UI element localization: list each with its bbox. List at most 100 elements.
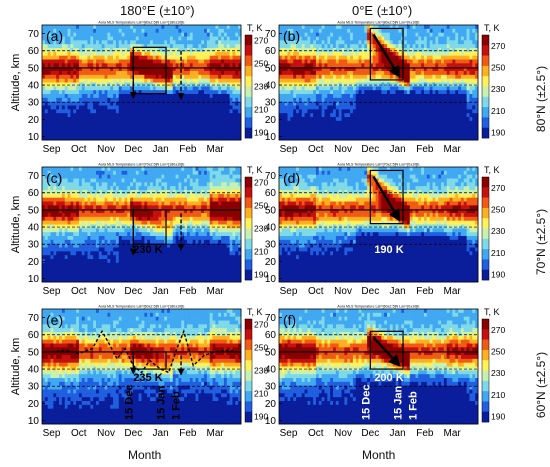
heat-cell — [221, 124, 225, 129]
heat-cell — [87, 86, 91, 91]
heat-cell — [404, 63, 408, 68]
heat-cell — [372, 25, 377, 30]
heat-cell — [181, 71, 185, 76]
heat-cell — [475, 36, 479, 41]
heat-cell — [167, 128, 171, 133]
heat-cell — [235, 128, 239, 133]
heat-cell — [53, 201, 57, 206]
heat-cell — [115, 132, 120, 137]
heat-cell — [392, 28, 396, 34]
heat-cell — [372, 86, 377, 91]
heat-cell — [455, 105, 459, 110]
heat-cell — [104, 51, 108, 57]
heat-cell — [221, 25, 225, 30]
heat-cell — [412, 132, 416, 137]
heat-cell — [76, 247, 80, 252]
heat-cell — [118, 63, 122, 68]
heat-cell — [350, 48, 354, 53]
heat-cell — [104, 120, 108, 126]
heat-cell — [404, 48, 408, 53]
heat-cell — [384, 67, 388, 72]
heat-cell — [384, 124, 388, 129]
heat-cell — [59, 190, 63, 195]
heat-cell — [350, 124, 354, 129]
heat-cell — [335, 128, 340, 133]
heat-cell — [96, 94, 100, 99]
heat-cell — [76, 274, 80, 279]
heat-cell — [164, 105, 168, 110]
heat-cell — [418, 105, 422, 110]
heat-cell — [324, 40, 328, 45]
heat-cell — [50, 255, 54, 260]
heat-cell — [298, 48, 303, 53]
heat-cell — [84, 190, 88, 195]
heat-cell — [406, 36, 411, 41]
heat-cell — [98, 243, 103, 248]
heat-cell — [235, 74, 239, 80]
heat-cell — [50, 86, 54, 91]
heat-cell — [104, 94, 108, 99]
heat-cell — [364, 82, 368, 87]
heat-cell — [195, 51, 199, 57]
heat-cell — [47, 213, 51, 218]
heat-cell — [115, 40, 120, 45]
heat-cell — [172, 78, 177, 83]
y-tick-label: 70 — [265, 29, 277, 40]
heat-cell — [318, 63, 323, 68]
heat-cell — [76, 239, 80, 245]
heat-cell — [229, 44, 233, 49]
heat-cell — [93, 220, 97, 225]
heat-cell — [204, 44, 208, 49]
heat-cell — [389, 124, 394, 129]
heat-cell — [446, 28, 450, 34]
heat-cell — [90, 67, 94, 72]
heat-cell — [50, 136, 54, 141]
heat-cell — [381, 124, 385, 129]
heat-cell — [335, 59, 340, 64]
heat-cell — [310, 90, 314, 95]
heat-cell — [235, 32, 239, 37]
heat-cell — [344, 97, 348, 103]
heat-cell — [70, 132, 74, 137]
heat-cell — [201, 136, 205, 141]
heat-cell — [352, 86, 357, 91]
heat-cell — [56, 190, 60, 195]
heat-cell — [441, 78, 445, 83]
heat-cell — [335, 55, 340, 60]
heat-cell — [115, 36, 120, 41]
heat-cell — [463, 120, 468, 126]
heat-cell — [350, 55, 354, 60]
heat-cell — [186, 71, 191, 76]
heat-cell — [358, 63, 362, 68]
heat-cell — [344, 94, 348, 99]
heat-cell — [338, 120, 342, 126]
heat-cell — [178, 55, 182, 60]
heat-cell — [84, 213, 88, 218]
heat-cell — [201, 105, 205, 110]
heat-cell — [184, 136, 188, 141]
heat-cell — [229, 51, 233, 57]
heat-cell — [50, 193, 54, 199]
heat-cell — [67, 274, 71, 279]
heat-cell — [96, 97, 100, 103]
heat-cell — [107, 94, 111, 99]
heat-cell — [375, 113, 379, 118]
heat-cell — [355, 82, 359, 87]
heat-cell — [113, 48, 117, 53]
heat-cell — [53, 94, 57, 99]
heat-cell — [279, 86, 283, 91]
heat-cell — [318, 28, 323, 34]
colorbar-segment — [482, 78, 489, 82]
heat-cell — [164, 28, 168, 34]
heat-cell — [155, 32, 159, 37]
heat-cell — [469, 44, 473, 49]
heat-cell — [59, 82, 63, 87]
heat-cell — [184, 101, 188, 106]
heat-cell — [87, 90, 91, 95]
heat-cell — [327, 109, 331, 114]
heat-cell — [290, 120, 294, 126]
heat-cell — [415, 74, 419, 80]
colorbar-segment — [482, 71, 489, 74]
heat-cell — [87, 124, 91, 129]
heat-cell — [361, 36, 365, 41]
